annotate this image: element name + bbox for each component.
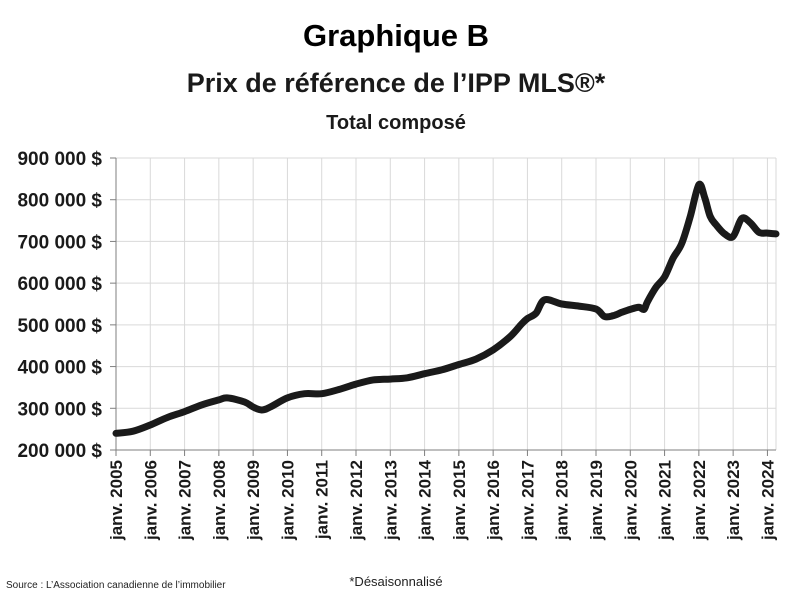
x-tick-label: janv. 2010 — [278, 460, 297, 541]
x-tick-label: janv. 2007 — [176, 460, 195, 541]
y-tick-label: 700 000 $ — [17, 232, 102, 253]
x-tick-label: janv. 2012 — [347, 460, 366, 541]
x-tick-label: janv. 2021 — [656, 460, 675, 541]
chart-subtitle-secondary: Total composé — [326, 112, 466, 134]
x-tick-label: janv. 2024 — [758, 459, 777, 541]
footnote: *Désaisonnalisé — [349, 574, 443, 589]
y-tick-label: 200 000 $ — [17, 441, 102, 462]
y-tick-label: 600 000 $ — [17, 274, 102, 295]
x-tick-label: janv. 2013 — [381, 460, 400, 541]
chart-subtitle: Prix de référence de l’IPP MLS®* — [186, 68, 606, 98]
y-tick-label: 900 000 $ — [17, 149, 102, 170]
grid — [115, 157, 777, 451]
x-tick-label: janv. 2006 — [141, 460, 160, 541]
y-axis: 200 000 $ 300 000 $ 400 000 $ 500 000 $ 600 … — [17, 149, 117, 462]
x-tick-label: janv. 2017 — [518, 460, 537, 541]
x-tick-label: janv. 2020 — [621, 460, 640, 541]
y-tick-label: 400 000 $ — [17, 358, 102, 379]
y-tick-label: 800 000 $ — [17, 191, 102, 212]
series-group — [112, 180, 780, 437]
x-tick-label: janv. 2018 — [553, 460, 572, 541]
x-tick-label: janv. 2014 — [416, 459, 435, 541]
x-tick-label: janv. 2023 — [724, 460, 743, 541]
x-tick-label: janv. 2009 — [244, 460, 263, 541]
x-tick-label: janv. 2022 — [690, 460, 709, 541]
x-tick-label: janv. 2019 — [587, 460, 606, 541]
source-note: Source : L’Association canadienne de l’i… — [6, 580, 226, 591]
x-tick-label: janv. 2011 — [313, 460, 332, 540]
x-tick-label: janv. 2016 — [484, 460, 503, 541]
chart-title: Graphique B — [302, 18, 489, 53]
x-tick-label: janv. 2005 — [107, 460, 126, 541]
x-tick-label: janv. 2015 — [450, 460, 469, 541]
y-tick-label: 300 000 $ — [17, 399, 102, 420]
x-axis: janv. 2005 janv. 2006 janv. 2007 janv. 2008… — [107, 449, 777, 541]
y-tick-label: 500 000 $ — [17, 316, 102, 337]
x-tick-label: janv. 2008 — [210, 460, 229, 541]
series-line — [112, 180, 780, 437]
